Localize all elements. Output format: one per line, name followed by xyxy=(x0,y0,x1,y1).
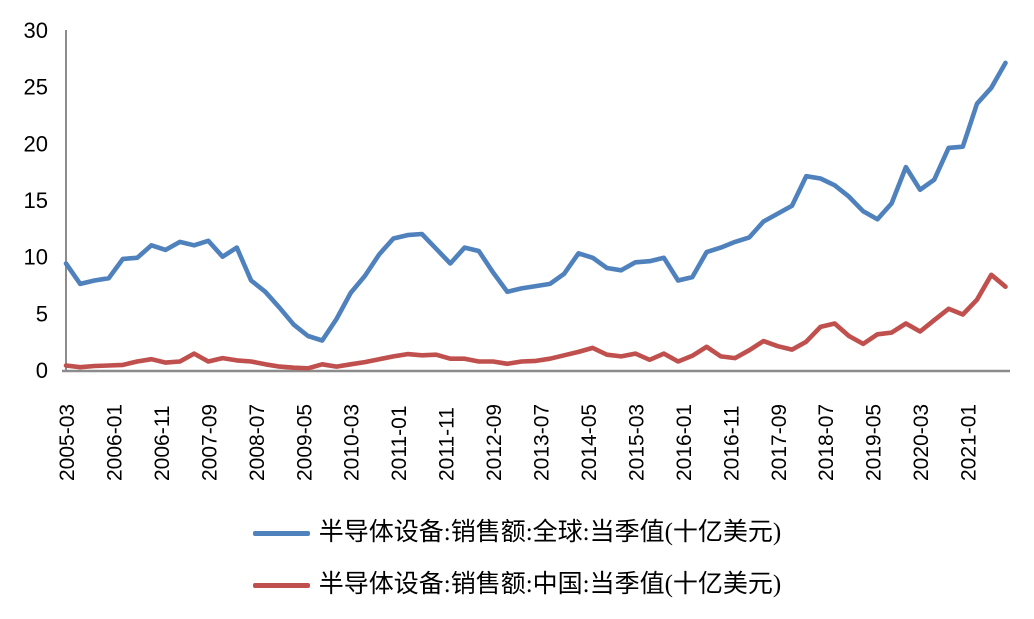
x-axis-tick-label: 2013-07 xyxy=(531,404,554,481)
legend-item-china: 半导体设备:销售额:中国:当季值(十亿美元) xyxy=(252,571,782,599)
x-axis-tick-label: 2014-05 xyxy=(578,404,601,481)
x-axis-tick-label: 2021-01 xyxy=(958,404,981,481)
global-series-line xyxy=(63,60,1008,343)
x-axis-tick-label: 2016-11 xyxy=(720,405,743,481)
legend-item-global: 半导体设备:销售额:全球:当季值(十亿美元) xyxy=(252,519,782,547)
x-axis-tick-label: 2018-07 xyxy=(815,404,838,481)
x-axis-tick-label: 2010-03 xyxy=(341,404,364,481)
x-axis-tick-label: 2017-09 xyxy=(768,404,791,481)
x-axis-tick-label: 2020-03 xyxy=(910,404,933,481)
x-axis-tick-label: 2008-07 xyxy=(246,404,269,481)
x-axis-tick-label: 2011-11 xyxy=(436,407,459,481)
china-series-label: 半导体设备:销售额:中国:当季值(十亿美元) xyxy=(318,571,782,598)
x-axis-tick-label: 2011-01 xyxy=(388,405,411,481)
x-axis-tick-label: 2016-01 xyxy=(673,404,696,481)
x-axis-tick-label: 2009-05 xyxy=(293,404,316,481)
x-axis-tick-label: 2019-05 xyxy=(863,404,886,481)
x-axis-tick-label: 2015-03 xyxy=(625,404,648,481)
y-axis-tick-label: 30 xyxy=(24,18,48,43)
y-axis-tick-label: 0 xyxy=(36,358,48,383)
x-axis-tick-label: 2012-09 xyxy=(483,404,506,481)
y-axis-tick-label: 25 xyxy=(24,75,48,100)
y-axis-tick-label: 10 xyxy=(24,245,48,270)
global-series-swatch xyxy=(252,530,310,536)
y-axis-tick-label: 20 xyxy=(24,131,48,156)
y-axis-tick-label: 15 xyxy=(24,188,48,213)
legend: 半导体设备:销售额:全球:当季值(十亿美元) 半导体设备:销售额:中国:当季值(… xyxy=(0,519,1034,599)
x-axis-tick-label: 2006-11 xyxy=(151,405,174,481)
global-series-label: 半导体设备:销售额:全球:当季值(十亿美元) xyxy=(318,519,782,546)
y-axis-tick-label: 5 xyxy=(36,301,48,326)
x-axis-tick-label: 2005-03 xyxy=(56,404,79,481)
china-series-line xyxy=(63,272,1008,371)
china-series-swatch xyxy=(252,582,310,588)
x-axis-tick-label: 2007-09 xyxy=(198,404,221,481)
x-axis-tick-label: 2006-01 xyxy=(103,404,126,481)
